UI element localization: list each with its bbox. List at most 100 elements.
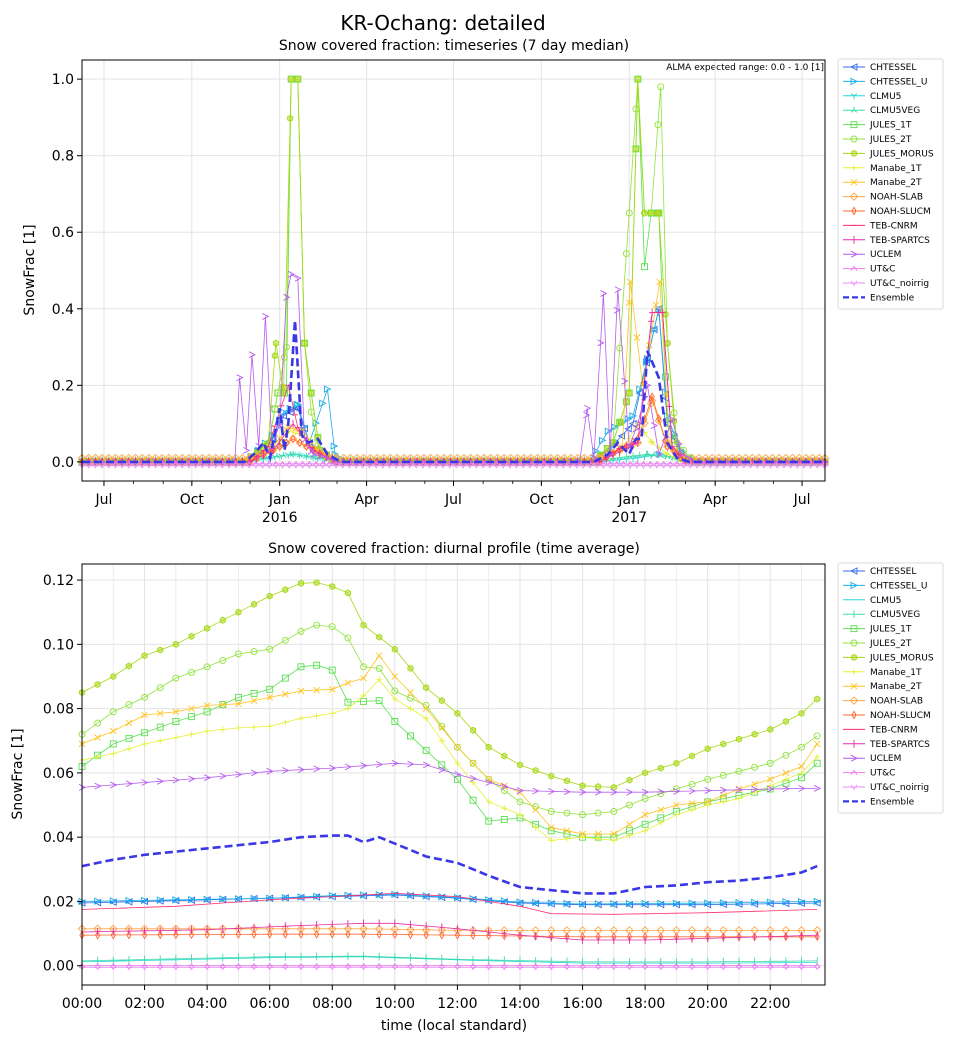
timeseries-point-utandc-noirrig-68 [533,463,540,469]
diurnal-point-manabe-2t-19 [375,652,383,659]
diurnal-point-jules-1t-19 [375,697,383,705]
diurnal-point-jules-1t-3 [125,734,133,742]
legend-entry-jules-morus: JULES_MORUS [843,149,934,159]
diurnal-ytick-label-0.02: 0.02 [43,894,74,910]
diurnal-point-chtessel-u-8 [203,895,212,904]
diurnal-point-jules-morus-23 [438,697,445,705]
diurnal-point-uclem-21 [407,760,415,768]
timeseries-point-manabe-1t-92 [649,439,656,446]
diurnal-point-chtessel-u-44 [766,898,775,906]
diurnal-point-manabe-2t-16 [328,686,336,693]
legend-label-utandc: UT&C [870,265,895,275]
timeseries-point-uclem-28 [262,313,270,320]
diurnal-line-manabe-1t [81,679,818,841]
timeseries-point-jules-morus-31 [272,339,279,347]
timeseries-point-utandc-noirrig-105 [780,463,788,469]
diurnal-point-manabe-1t-38 [673,811,680,818]
diurnal-series-utandc-noirrig [78,964,821,971]
diurnal-point-chtessel-u-3 [125,896,133,905]
timeseries-point-utandc-noirrig-47 [392,463,400,469]
legend-label-chtessel-u: CHTESSEL_U [870,581,927,591]
timeseries-point-utandc-noirrig-92 [693,463,701,469]
diurnal-point-noah-slucm-2 [110,930,116,940]
diurnal-point-chtessel-30 [547,900,555,908]
diurnal-point-manabe-2t-39 [688,800,696,807]
legend-label-manabe-1t: Manabe_1T [870,164,922,174]
legend-label-clmu5: CLMU5 [870,92,901,102]
timeseries-point-jules-morus-94 [655,209,662,217]
diurnal-series-teb-cnrm [81,892,818,915]
timeseries-point-uclem-26 [248,351,256,359]
diurnal-point-chtessel-4 [140,897,149,906]
diurnal-point-manabe-2t-45 [782,769,790,777]
diurnal-point-uclem-15 [313,765,321,773]
diurnal-series-ensemble [81,834,818,895]
timeseries-xtick-label-2016-10-01: Oct [529,492,554,508]
diurnal-point-jules-morus-4 [141,652,148,660]
legend-entry-uclem: UCLEM [843,754,901,764]
diurnal-point-uclem-1 [94,782,102,790]
diurnal-point-jules-morus-28 [516,761,524,769]
diurnal-series-clmu5veg [81,952,818,966]
diurnal-point-jules-2t-32 [579,811,586,819]
diurnal-point-chtessel-17 [343,892,352,900]
diurnal-point-noah-slucm-18 [360,929,367,939]
timeseries-point-utandc-noirrig-16 [185,463,193,469]
diurnal-point-utandc-noirrig-8 [203,964,211,971]
timeseries-point-uclem-81 [590,454,598,462]
legend-entry-chtessel-u: CHTESSEL_U [843,77,927,87]
diurnal-point-noah-slab-23 [437,925,447,935]
diurnal-point-jules-morus-21 [407,664,414,672]
timeseries-point-manabe-2t-92 [652,301,660,309]
timeseries-chart: Snow covered fraction: timeseries (7 day… [22,38,944,526]
diurnal-point-utandc-noirrig-38 [673,964,680,971]
timeseries-point-utandc-noirrig-75 [580,463,587,469]
diurnal-point-chtessel-18 [359,892,368,900]
diurnal-point-manabe-1t-41 [720,798,727,805]
timeseries-point-chtessel-u-84 [599,436,607,445]
timeseries-point-utandc-noirrig-89 [673,463,681,469]
diurnal-point-noah-slucm-3 [126,930,132,940]
diurnal-legend: CHTESSEL CHTESSEL_U CLMU5 CLMU5VEG JULES_1T J… [837,562,944,814]
timeseries-point-utandc-noirrig-45 [379,463,387,469]
diurnal-point-uclem-34 [610,788,618,796]
diurnal-xtick-label-0: 00:00 [62,996,102,1012]
legend-label-noah-slucm: NOAH-SLUCM [870,711,931,721]
diurnal-point-manabe-2t-36 [641,811,649,818]
timeseries-point-uclem-95 [662,433,670,441]
diurnal-point-chtessel-26 [484,896,493,905]
diurnal-point-jules-morus-35 [626,776,633,784]
diurnal-point-utandc-noirrig-42 [735,964,743,971]
diurnal-point-chtessel-31 [562,900,571,908]
diurnal-point-jules-1t-4 [141,729,149,737]
timeseries-point-utandc-noirrig-67 [526,463,534,469]
timeseries-point-uclem-96 [668,416,677,424]
diurnal-point-chtessel-u-43 [751,898,759,907]
diurnal-point-manabe-2t-26 [485,776,493,783]
diurnal-point-chtessel-u-11 [250,894,259,903]
timeseries-point-uclem-24 [236,374,244,382]
timeseries-point-utandc-noirrig-73 [566,463,574,469]
legend-marker-noah-slucm [851,710,857,720]
diurnal-point-utandc-noirrig-14 [297,964,305,971]
diurnal-point-jules-morus-36 [642,769,649,777]
legend-marker-noah-slab [849,696,859,705]
timeseries-point-utandc-noirrig-22 [225,463,233,469]
legend-marker-clmu5veg [850,106,858,113]
timeseries-point-utandc-noirrig-28 [265,463,273,469]
timeseries-point-chtessel-u-88 [624,415,633,423]
timeseries-point-chtessel-u-89 [629,412,638,420]
diurnal-xtick-label-16: 16:00 [562,996,602,1012]
diurnal-point-manabe-1t-19 [376,676,383,683]
timeseries-point-utandc-noirrig-97 [727,463,734,469]
diurnal-point-uclem-33 [594,788,603,796]
timeseries-legend: CHTESSEL CHTESSEL_U CLMU5 CLMU5VEG JULES_1T J… [837,58,944,310]
timeseries-line-ensemble [82,320,825,464]
timeseries-point-utandc-noirrig-1 [85,463,93,469]
diurnal-point-noah-slucm-7 [188,930,195,940]
timeseries-point-utandc-noirrig-98 [733,463,741,469]
diurnal-point-utandc-noirrig-35 [626,964,633,971]
diurnal-point-jules-2t-20 [391,687,399,695]
diurnal-point-uclem-31 [563,788,571,796]
timeseries-point-utandc-noirrig-83 [633,463,641,469]
